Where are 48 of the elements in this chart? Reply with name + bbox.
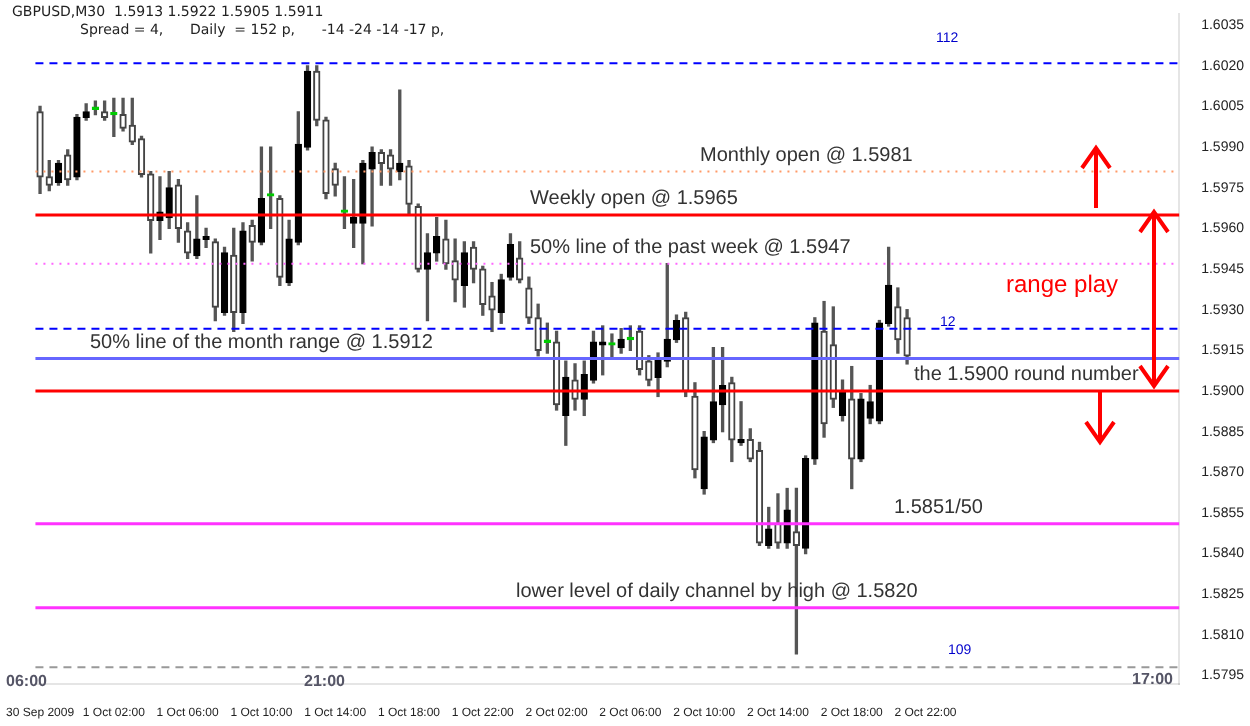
candlestick — [202, 227, 210, 249]
candlestick — [230, 227, 238, 333]
candlestick — [183, 222, 192, 259]
candlestick — [313, 65, 321, 127]
candlestick — [368, 146, 376, 227]
ref-line-label: the 1.5900 round number — [914, 364, 1140, 387]
candlestick — [100, 100, 109, 121]
candlestick — [820, 300, 828, 438]
ref-line-label: 50% line of the month range @ 1.5912 — [90, 331, 434, 354]
candlestick — [248, 219, 256, 262]
candlestick — [266, 146, 275, 230]
candlestick — [691, 382, 699, 479]
candlestick — [73, 113, 81, 181]
candlestick — [838, 379, 847, 422]
candlestick — [322, 116, 330, 200]
candlestick — [497, 273, 505, 324]
candlestick — [737, 401, 745, 446]
ref-line-label: Weekly open @ 1.5965 — [530, 188, 739, 211]
candlestick — [617, 328, 625, 354]
candlestick — [276, 195, 284, 286]
candlestick — [405, 160, 413, 216]
candlestick — [45, 160, 53, 192]
ref-line-label: 50% line of the past week @ 1.5947 — [530, 237, 852, 260]
ref-line-label: Monthly open @ 1.5981 — [700, 145, 914, 168]
candlestick — [479, 265, 487, 316]
annotation: 06:00 — [6, 672, 47, 690]
candlestick — [894, 287, 902, 354]
candlestick — [774, 493, 782, 549]
candlestick — [857, 393, 865, 463]
candlestick — [534, 303, 542, 357]
candlestick — [193, 195, 201, 259]
candlestick — [211, 238, 219, 322]
candlestick — [506, 233, 515, 281]
ref-line-label: 1.5851/50 — [894, 497, 984, 520]
annotation: range play — [1006, 270, 1119, 298]
candlestick — [451, 238, 459, 303]
candlestick — [220, 246, 229, 316]
candlestick — [848, 365, 856, 490]
candlestick — [516, 241, 524, 284]
candlestick — [903, 309, 911, 365]
candlestick — [469, 241, 478, 284]
annotation: 21:00 — [304, 672, 345, 690]
candlestick — [460, 241, 468, 308]
candlestick — [36, 105, 44, 194]
annotation: 17:00 — [1132, 670, 1173, 688]
candlestick — [239, 222, 247, 324]
candlestick — [525, 276, 533, 324]
candlestick — [608, 333, 616, 360]
